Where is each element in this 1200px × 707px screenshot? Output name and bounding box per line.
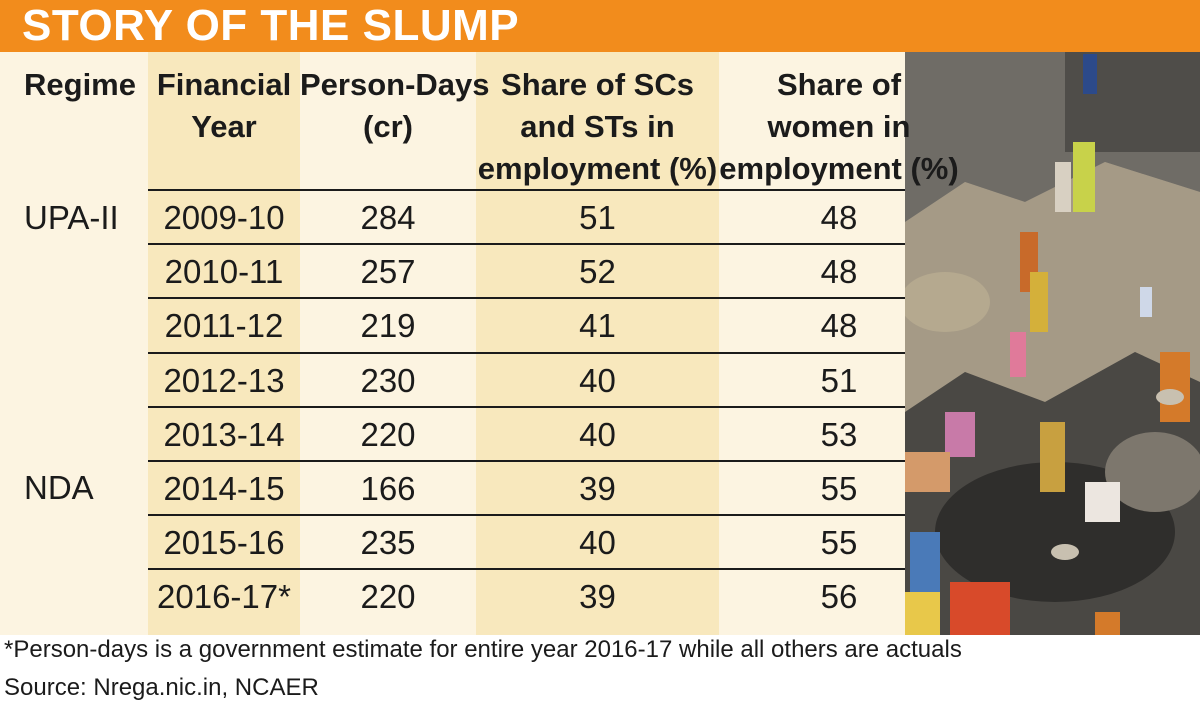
header-regime-line: Regime [24, 67, 136, 102]
cell-year: 2009-10 [163, 199, 285, 236]
header-sc-st-share-line-3: employment (%) [477, 151, 718, 186]
row-divider [148, 460, 905, 462]
cell-sc-st-share: 40 [579, 415, 616, 453]
cell-year: 2011-12 [164, 307, 284, 345]
workers-photo [905, 52, 1200, 635]
header-regime: Regime [24, 64, 136, 106]
cell-sc-st-share: 41 [579, 307, 616, 345]
header-sc-st-share-line-1: Share of SCs [501, 67, 694, 102]
cell-person-days: 257 [360, 253, 416, 291]
row-divider [148, 568, 905, 571]
cell-year: 2014-15 [163, 470, 285, 507]
header-financial-year: Financial Year [148, 64, 300, 148]
cell-year: 2016-17* [157, 578, 291, 616]
row-divider [148, 351, 905, 354]
cell-person-days: 284 [360, 199, 416, 236]
header-women-share-line-1: Share of [776, 67, 902, 102]
regime-label-upa-ii: UPA-II [24, 199, 119, 236]
cell-person-days: 219 [360, 307, 416, 345]
cell-year: 2012-13 [163, 361, 285, 399]
header-person-days-line-1: Person-Days [300, 67, 490, 102]
cell-women-share: 53 [820, 415, 858, 453]
source-note: Source: Nrega.nic.in, NCAER [4, 674, 319, 701]
cell-sc-st-share: 40 [579, 524, 616, 562]
header-person-days: Person-Days (cr) [300, 64, 490, 148]
row-divider [148, 297, 905, 300]
cell-year: 2015-16 [163, 524, 285, 562]
row-divider [148, 189, 905, 191]
header-person-days-line-2: (cr) [363, 109, 413, 144]
row-divider [148, 243, 905, 246]
cell-year: 2010-11 [164, 253, 284, 291]
header-sc-st-share: Share of SCs and STs in employment (%) [476, 64, 719, 190]
cell-person-days: 220 [360, 578, 416, 616]
cell-women-share: 48 [820, 307, 858, 345]
cell-sc-st-share: 39 [579, 578, 616, 616]
cell-sc-st-share: 51 [579, 199, 616, 236]
regime-label-nda: NDA [24, 469, 94, 506]
cell-women-share: 48 [820, 199, 858, 236]
header-financial-year-line-1: Financial [156, 67, 292, 102]
cell-person-days: 230 [360, 361, 416, 399]
cell-person-days: 235 [360, 524, 416, 562]
footnote: *Person-days is a government estimate fo… [4, 636, 962, 663]
cell-women-share: 55 [820, 470, 858, 507]
cell-year: 2013-14 [163, 415, 285, 453]
row-divider [148, 405, 905, 408]
cell-person-days: 220 [360, 415, 416, 453]
cell-women-share: 48 [820, 253, 858, 291]
title-banner: STORY OF THE SLUMP [0, 0, 1200, 52]
header-women-share-line-2: women in [767, 109, 911, 144]
shaded-column-year [148, 52, 300, 635]
cell-sc-st-share: 39 [579, 470, 616, 507]
cell-women-share: 51 [820, 361, 858, 399]
header-financial-year-line-2: Year [191, 109, 257, 144]
cell-women-share: 56 [820, 578, 858, 616]
header-women-share: Share of women in employment (%) [719, 64, 959, 190]
row-divider [148, 514, 905, 517]
cell-person-days: 166 [360, 470, 416, 507]
photo-illustration [905, 52, 1200, 635]
row-divider [148, 622, 905, 624]
cell-sc-st-share: 40 [579, 361, 616, 399]
cell-women-share: 55 [820, 524, 858, 562]
chart-title: STORY OF THE SLUMP [22, 1, 520, 50]
header-sc-st-share-line-2: and STs in [520, 109, 675, 144]
shaded-column-sc-st [476, 52, 719, 635]
cell-sc-st-share: 52 [579, 253, 616, 291]
header-women-share-line-3: employment (%) [719, 151, 959, 186]
